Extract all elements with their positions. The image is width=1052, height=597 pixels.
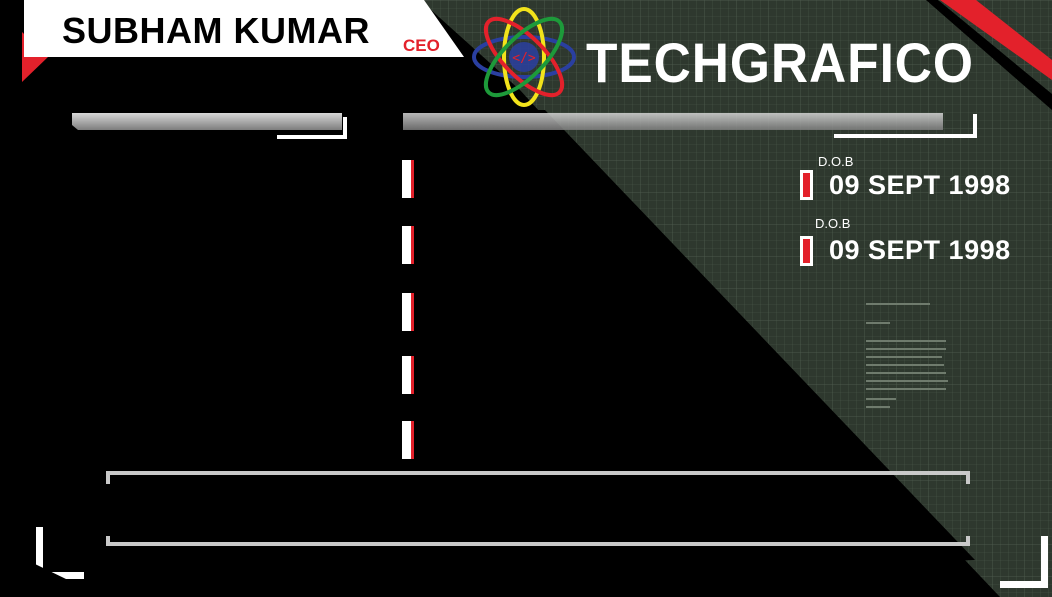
person-role: CEO bbox=[403, 36, 440, 55]
code-brackets-icon: </> bbox=[512, 51, 536, 66]
dob-value: 09 SEPT 1998 bbox=[829, 235, 1011, 265]
corner-bracket-bottom-left bbox=[36, 527, 84, 579]
top-bar-right bbox=[403, 113, 943, 130]
vertical-tag bbox=[402, 160, 414, 198]
atom-logo-icon: </> bbox=[472, 7, 576, 107]
top-bar-right-bracket bbox=[834, 114, 977, 138]
bottom-frame-top-line bbox=[106, 471, 970, 484]
corner-bracket-bottom-right bbox=[1000, 536, 1048, 588]
top-bar-left-bracket bbox=[277, 117, 347, 139]
dob-value: 09 SEPT 1998 bbox=[829, 170, 1011, 200]
vertical-tag bbox=[402, 293, 414, 331]
person-name: SUBHAM KUMAR bbox=[62, 10, 370, 51]
dob-label: D.O.B bbox=[815, 216, 851, 231]
vertical-tag bbox=[402, 226, 414, 264]
brand-name: TECHGRAFICO bbox=[586, 31, 974, 94]
name-plate bbox=[24, 0, 464, 57]
vertical-tag bbox=[402, 421, 414, 459]
dob-tag-icon bbox=[800, 236, 813, 266]
top-bar-left bbox=[72, 113, 342, 130]
dob-label: D.O.B bbox=[818, 154, 854, 169]
dob-tag-icon bbox=[800, 170, 813, 200]
code-texture bbox=[866, 303, 948, 408]
vertical-tag bbox=[402, 356, 414, 394]
bottom-frame-bottom-line bbox=[106, 536, 970, 546]
